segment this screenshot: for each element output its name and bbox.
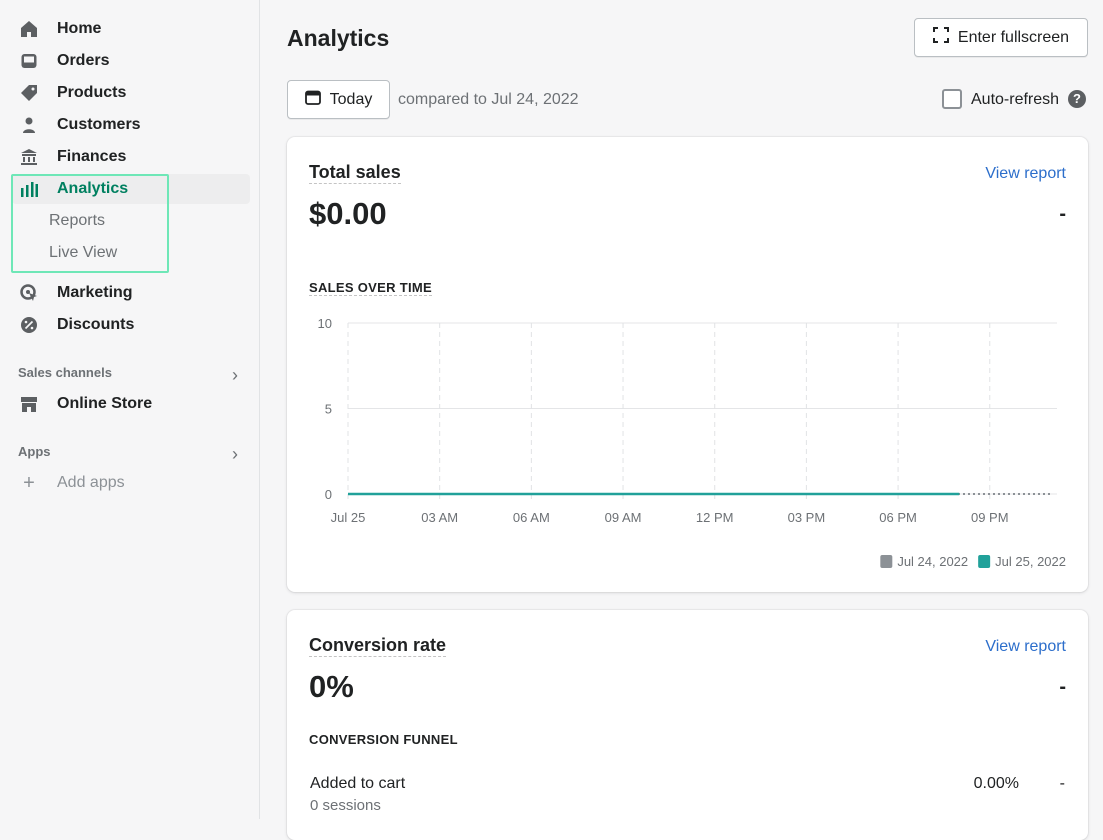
sidebar-item-discounts[interactable]: Discounts <box>12 310 250 340</box>
calendar-icon <box>304 89 321 110</box>
plus-icon: + <box>23 471 35 494</box>
sidebar-item-label: Customers <box>57 116 141 133</box>
conversion-rate-value: 0% <box>309 669 354 704</box>
funnel-sessions: 0 sessions <box>310 797 381 814</box>
card-title[interactable]: Conversion rate <box>309 635 447 657</box>
sidebar-item-home[interactable]: Home <box>12 14 250 44</box>
sidebar-item-label: Add apps <box>57 474 125 491</box>
conversion-rate-card: Conversion rate View report 0% - CONVERS… <box>287 610 1088 840</box>
sales-chart: 0 5 10 Jul 25 03 AM 06 AM 09 AM 12 PM 03 PM 06 PM… <box>318 316 1066 569</box>
change-indicator: - <box>1059 203 1066 225</box>
x-tick-label: 06 AM <box>513 510 550 525</box>
store-icon <box>19 394 39 414</box>
view-report-link[interactable]: View report <box>985 165 1066 182</box>
total-sales-value: $0.00 <box>309 196 387 231</box>
target-icon <box>19 283 39 303</box>
sidebar-item-label: Live View <box>49 244 118 261</box>
analytics-highlight-box <box>11 174 169 273</box>
enter-fullscreen-button[interactable]: Enter fullscreen <box>914 18 1088 57</box>
x-tick-label: 09 PM <box>971 510 1009 525</box>
total-sales-card: Total sales View report $0.00 - SALES OV… <box>287 137 1088 592</box>
legend-label: Jul 24, 2022 <box>897 554 968 569</box>
sidebar-item-label: Home <box>57 20 102 37</box>
x-tick-label: 09 AM <box>605 510 642 525</box>
funnel-percent: 0.00% <box>973 775 1019 792</box>
y-tick-label: 10 <box>318 316 332 331</box>
sidebar-item-label: Products <box>57 84 127 101</box>
legend-swatch <box>880 555 893 568</box>
help-icon[interactable]: ? <box>1068 90 1086 108</box>
tag-icon <box>19 83 39 103</box>
comparison-text: compared to Jul 24, 2022 <box>398 91 579 108</box>
x-tick-label: Jul 25 <box>331 510 366 525</box>
chart-title[interactable]: SALES OVER TIME <box>309 280 432 296</box>
chevron-right-icon[interactable]: › <box>232 365 238 385</box>
funnel-title: CONVERSION FUNNEL <box>309 732 458 747</box>
change-indicator: - <box>1059 676 1066 698</box>
funnel-step-label: Added to cart <box>310 775 406 792</box>
auto-refresh-checkbox[interactable] <box>942 89 962 109</box>
apps-header[interactable]: Apps › <box>18 444 238 465</box>
fullscreen-icon <box>932 27 949 48</box>
inbox-icon <box>19 51 39 71</box>
sidebar-item-live-view[interactable]: Live View <box>12 238 250 268</box>
home-icon <box>19 19 39 39</box>
sidebar-item-marketing[interactable]: Marketing <box>12 278 250 308</box>
sidebar-item-label: Reports <box>49 212 106 229</box>
auto-refresh-label: Auto-refresh <box>971 91 1060 108</box>
date-range-button[interactable]: Today <box>287 80 390 119</box>
sidebar-item-finances[interactable]: Finances <box>12 142 250 172</box>
chevron-right-icon[interactable]: › <box>232 444 238 464</box>
x-tick-label: 12 PM <box>696 510 734 525</box>
sidebar-item-products[interactable]: Products <box>12 78 250 108</box>
section-label: Sales channels <box>18 365 112 380</box>
sidebar-item-label: Marketing <box>57 284 133 301</box>
sidebar-item-analytics[interactable]: Analytics <box>12 174 250 204</box>
sidebar-item-label: Finances <box>57 148 127 165</box>
person-icon <box>19 115 39 135</box>
sidebar-item-label: Orders <box>57 52 110 69</box>
discount-icon <box>19 315 39 335</box>
sidebar-item-reports[interactable]: Reports <box>12 206 250 236</box>
main-content: Analytics Enter fullscreen Today compare… <box>260 0 1103 840</box>
funnel-change: - <box>1059 775 1065 792</box>
button-label: Enter fullscreen <box>957 28 1070 46</box>
view-report-link[interactable]: View report <box>985 638 1066 655</box>
sidebar-item-customers[interactable]: Customers <box>12 110 250 140</box>
button-label: Today <box>329 90 373 108</box>
y-tick-label: 0 <box>325 487 332 502</box>
x-tick-label: 03 PM <box>788 510 826 525</box>
legend-label: Jul 25, 2022 <box>995 554 1066 569</box>
bank-icon <box>19 147 39 167</box>
x-tick-label: 03 AM <box>421 510 458 525</box>
bar-chart-icon <box>19 179 39 199</box>
sidebar-item-add-apps[interactable]: + Add apps <box>12 468 250 498</box>
sidebar-item-label: Analytics <box>57 180 129 197</box>
sidebar-item-label: Discounts <box>57 316 135 333</box>
sales-channels-header[interactable]: Sales channels › <box>18 365 238 386</box>
card-title[interactable]: Total sales <box>309 162 401 184</box>
sidebar-item-label: Online Store <box>57 395 153 412</box>
sidebar-item-orders[interactable]: Orders <box>12 46 250 76</box>
y-tick-label: 5 <box>325 402 332 417</box>
page-title: Analytics <box>287 25 390 51</box>
sidebar: Home Orders Products Customers Finances … <box>0 0 260 819</box>
legend-swatch <box>978 555 991 568</box>
section-label: Apps <box>18 444 51 459</box>
x-tick-label: 06 PM <box>879 510 917 525</box>
sidebar-item-online-store[interactable]: Online Store <box>12 389 250 419</box>
